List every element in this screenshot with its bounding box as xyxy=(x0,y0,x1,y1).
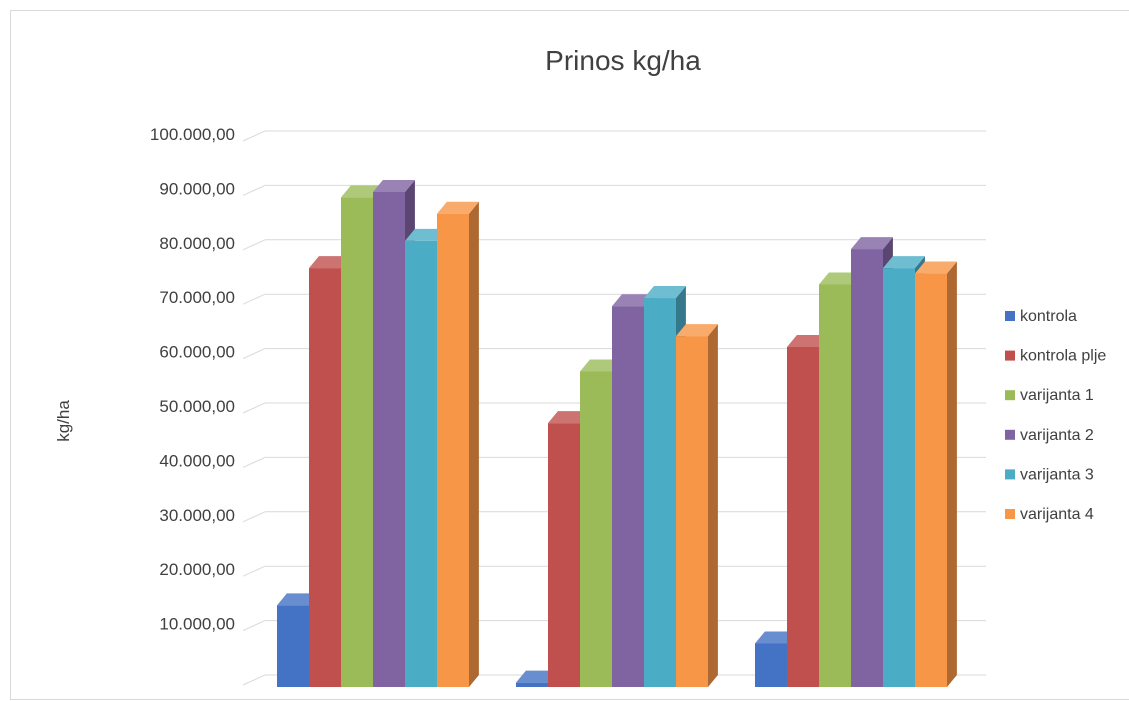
bar-top xyxy=(612,294,654,307)
legend-label: kontrola plje xyxy=(1020,348,1106,365)
bar-front xyxy=(277,605,309,687)
bar-front xyxy=(787,347,819,687)
bar-front xyxy=(819,284,851,687)
legend-item: varijanta 2 xyxy=(1005,427,1094,444)
gridline-side xyxy=(242,348,266,360)
legend-item: kontrola xyxy=(1005,308,1077,325)
y-axis-label: kg/ha xyxy=(54,400,73,442)
gridline-side xyxy=(242,184,266,196)
bar-side xyxy=(708,324,718,687)
gridline-side xyxy=(242,130,266,142)
y-tick-label: 10.000,00 xyxy=(159,615,235,634)
y-tick-label: 40.000,00 xyxy=(159,451,235,470)
legend-item: kontrola plje xyxy=(1005,348,1106,365)
gridline-side xyxy=(242,565,266,577)
legend-swatch xyxy=(1005,509,1015,519)
bar-front xyxy=(405,240,437,688)
gridline-side xyxy=(242,239,266,251)
y-tick-label: 30.000,00 xyxy=(159,506,235,525)
bar-top xyxy=(309,256,351,269)
bar-top xyxy=(437,201,479,214)
bar-front xyxy=(373,191,405,687)
bar xyxy=(676,324,718,687)
legend-item: varijanta 1 xyxy=(1005,387,1094,404)
gridline-side xyxy=(242,402,266,414)
legend-swatch xyxy=(1005,311,1015,321)
legend-label: varijanta 4 xyxy=(1020,506,1094,523)
bar-front xyxy=(612,306,644,687)
bar-front xyxy=(676,336,708,687)
bar-top xyxy=(787,335,829,347)
legend-label: varijanta 1 xyxy=(1020,387,1094,404)
y-tick-label: 70.000,00 xyxy=(159,288,235,307)
bar-top xyxy=(851,237,893,250)
bar-top xyxy=(883,256,925,269)
bar-top xyxy=(915,261,957,274)
gridline-side xyxy=(242,511,266,523)
chart-frame: 10.000,00 20.000,00 30.000,00 40.000,00 50.0… xyxy=(10,10,1129,700)
y-tick-label: 50.000,00 xyxy=(159,397,235,416)
bar-side xyxy=(469,201,479,687)
bar-top xyxy=(644,286,686,299)
bar-front xyxy=(644,298,676,687)
legend-item: varijanta 4 xyxy=(1005,506,1094,523)
bar-top xyxy=(405,228,447,241)
bar-front xyxy=(915,273,947,687)
legend-swatch xyxy=(1005,469,1015,480)
bar-front xyxy=(548,423,580,687)
y-tick-label: 90.000,00 xyxy=(159,179,235,198)
legend-label: varijanta 2 xyxy=(1020,427,1094,444)
bar-top xyxy=(516,670,558,683)
bar-top xyxy=(341,185,383,198)
bar xyxy=(915,261,957,687)
gridline-side xyxy=(242,293,266,305)
y-tick-label: 100.000,00 xyxy=(150,125,235,144)
bar-front xyxy=(883,268,915,687)
bar-side xyxy=(947,261,957,687)
gridline-side xyxy=(242,674,266,686)
legend-label: kontrola xyxy=(1020,308,1077,325)
gridline-side xyxy=(242,620,266,632)
bar-front xyxy=(516,682,548,687)
legend-swatch xyxy=(1005,350,1015,361)
chart-title: Prinos kg/ha xyxy=(545,45,701,76)
bar xyxy=(437,201,479,687)
bar-top xyxy=(755,631,797,644)
bar-top xyxy=(676,324,718,337)
bar-front xyxy=(341,197,373,687)
bar-top xyxy=(548,411,590,424)
legend-item: varijanta 3 xyxy=(1005,466,1094,483)
bar-top xyxy=(277,593,319,606)
gridline-side xyxy=(242,456,266,468)
y-tick-label: 60.000,00 xyxy=(159,343,235,362)
y-tick-label: 20.000,00 xyxy=(159,560,235,579)
y-axis-ticks: 10.000,00 20.000,00 30.000,00 40.000,00 50.0… xyxy=(150,125,235,634)
y-tick-label: 80.000,00 xyxy=(159,234,235,253)
bar-front xyxy=(755,643,787,687)
bar-top xyxy=(373,179,415,192)
bars xyxy=(277,179,957,688)
bar-front xyxy=(437,213,469,687)
legend-label: varijanta 3 xyxy=(1020,466,1094,483)
bar-front xyxy=(309,268,341,687)
legend-swatch xyxy=(1005,390,1015,401)
bar-chart: 10.000,00 20.000,00 30.000,00 40.000,00 50.0… xyxy=(54,45,1106,688)
bar-front xyxy=(580,371,612,687)
bar-front xyxy=(851,249,883,687)
legend-swatch xyxy=(1005,429,1015,440)
bar-top xyxy=(580,359,622,372)
bar-top xyxy=(819,272,861,285)
legend: kontrola kontrola plje varijanta 1 varijant… xyxy=(1005,308,1106,523)
